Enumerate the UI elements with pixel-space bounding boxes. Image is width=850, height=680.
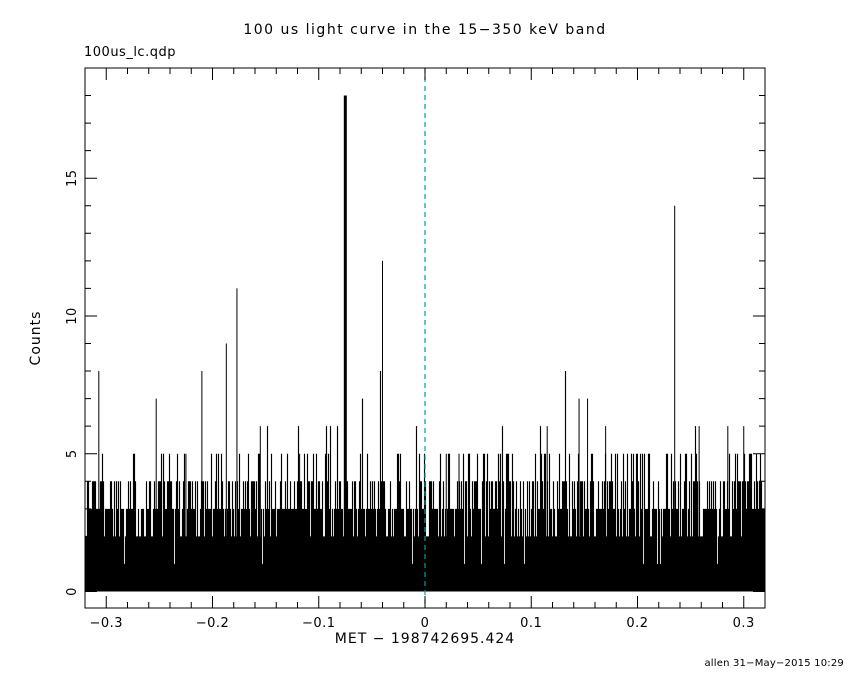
- axis-ticks: [85, 68, 765, 608]
- x-tick-label: 0.2: [626, 616, 648, 631]
- credit-stamp: allen 31−May−2015 10:29: [704, 658, 844, 669]
- y-axis-title: Counts: [28, 310, 44, 366]
- y-tick-label: 5: [65, 449, 80, 458]
- x-tick-label: 0.3: [733, 616, 755, 631]
- x-tick-label: 0.1: [520, 616, 542, 631]
- y-tick-label: 0: [65, 587, 80, 596]
- y-tick-label: 15: [65, 169, 80, 187]
- chart-title: 100 us light curve in the 15−350 keV ban…: [243, 22, 607, 38]
- x-tick-label: −0.1: [302, 616, 336, 631]
- x-tick-label: −0.3: [89, 616, 123, 631]
- y-tick-label: 10: [65, 307, 80, 325]
- x-tick-label: −0.2: [196, 616, 230, 631]
- filename-label: 100us_lc.qdp: [84, 45, 176, 60]
- plot-frame: [84, 67, 766, 609]
- x-tick-label: 0: [421, 616, 430, 631]
- x-axis-title: MET − 198742695.424: [334, 631, 516, 647]
